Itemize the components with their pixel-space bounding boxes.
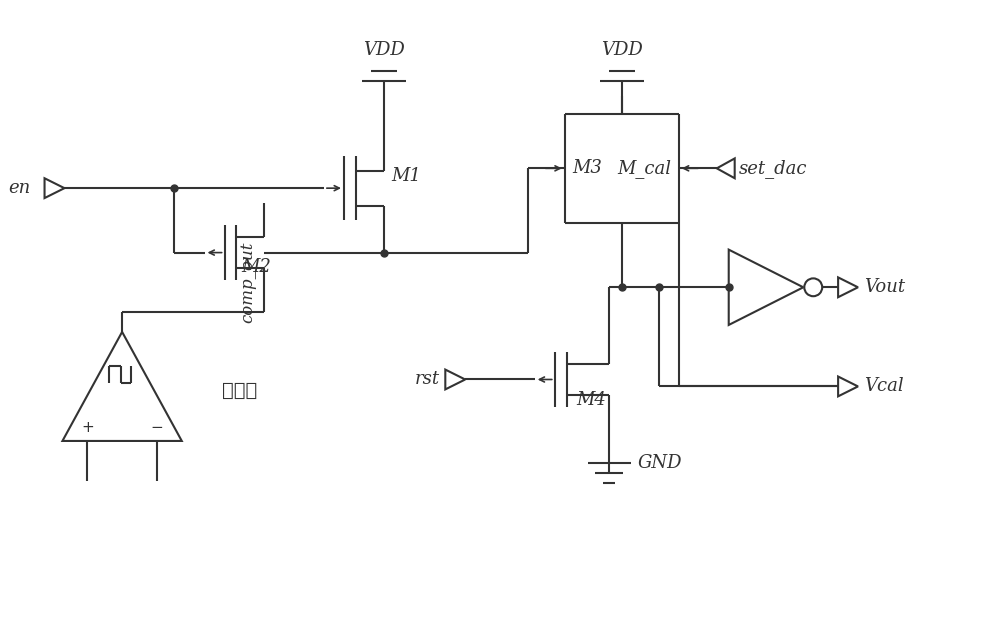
Text: M2: M2 [241, 257, 271, 275]
Text: GND: GND [637, 454, 682, 472]
Circle shape [804, 279, 822, 296]
Text: en: en [8, 179, 30, 197]
Text: M_cal: M_cal [617, 159, 671, 178]
Text: 比较器: 比较器 [222, 383, 257, 401]
Text: Vout: Vout [864, 278, 905, 297]
Text: comp_out: comp_out [239, 241, 256, 323]
Text: set_dac: set_dac [739, 159, 807, 178]
Text: rst: rst [415, 370, 440, 388]
Text: +: + [81, 420, 94, 435]
Text: Vcal: Vcal [864, 377, 904, 395]
Text: M3: M3 [573, 159, 602, 177]
Text: VDD: VDD [601, 41, 643, 59]
Text: M4: M4 [577, 392, 606, 410]
Text: VDD: VDD [363, 41, 405, 59]
Text: −: − [151, 420, 163, 435]
Text: M1: M1 [392, 168, 421, 186]
